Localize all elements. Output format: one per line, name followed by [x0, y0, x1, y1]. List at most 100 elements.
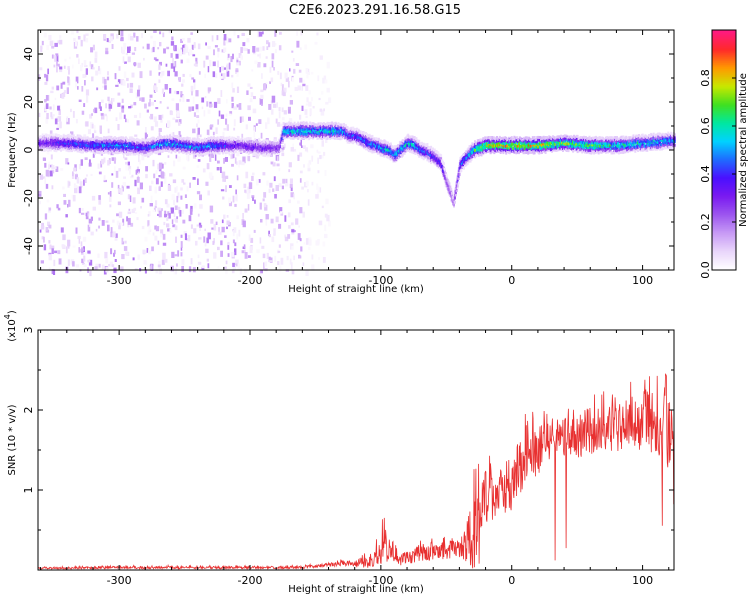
spectrogram-cell — [166, 144, 169, 148]
spectrogram-cell — [111, 264, 115, 267]
spectrogram-cell — [49, 133, 52, 137]
spectrogram-cell — [67, 162, 70, 165]
spectrogram-cell — [48, 240, 51, 244]
spectrogram-cell — [111, 157, 115, 161]
spectrogram-cell — [203, 60, 206, 68]
spectrogram-cell — [211, 35, 214, 42]
spectrogram-cell — [178, 206, 181, 214]
spectrogram-cell — [58, 134, 61, 138]
spectrogram-cell — [209, 59, 212, 67]
spectrogram-cell — [98, 199, 102, 205]
spectrogram-cell — [166, 223, 170, 228]
spectrogram-cell — [132, 257, 135, 261]
spectrogram-cell — [218, 227, 220, 232]
spectrogram-cell — [68, 144, 71, 148]
spectrogram-cell — [226, 220, 230, 225]
spectrogram-cell — [180, 38, 183, 43]
spectrogram-cell — [85, 212, 88, 217]
spectrogram-cell — [321, 140, 324, 147]
spectrogram-cell — [98, 195, 101, 200]
spectrogram-cell — [182, 151, 185, 155]
spectrogram-cell — [181, 209, 184, 214]
spectrogram-cell — [200, 144, 203, 148]
spectrogram-cell — [269, 182, 273, 188]
spectrogram-cell — [125, 53, 128, 56]
spectrogram-cell — [190, 85, 194, 93]
spectrogram-cell — [152, 232, 155, 236]
spectrogram-cell — [69, 56, 71, 60]
spectrogram-cell — [281, 107, 284, 113]
spectrogram-cell — [206, 237, 209, 244]
spectrogram-cell — [227, 53, 230, 58]
spectrogram-cell — [232, 262, 235, 267]
spectrogram-cell — [200, 152, 203, 156]
spectrogram-cell — [104, 144, 107, 148]
spectrogram-cell — [299, 238, 302, 242]
spectrogram-cell — [111, 173, 114, 176]
spectrogram-cell — [106, 76, 110, 81]
spectrogram-cell — [114, 259, 117, 262]
spectrogram-cell — [51, 248, 54, 254]
spectrogram-cell — [98, 171, 102, 175]
spectrogram-cell — [289, 136, 292, 140]
spectrogram-cell — [169, 173, 173, 177]
spectrogram-cell — [84, 157, 88, 160]
spectrogram-cell — [504, 142, 507, 146]
spectrogram-cell — [243, 47, 246, 51]
spectrogram-cell — [248, 116, 251, 121]
spectrogram-cell — [238, 53, 242, 58]
spectrogram-cell — [301, 105, 304, 111]
spectrogram-cell — [239, 116, 242, 123]
spectrogram-cell — [84, 141, 87, 145]
spectrogram-cell — [265, 122, 268, 129]
spectrogram-cell — [203, 152, 206, 156]
spectrogram-cell — [284, 143, 286, 149]
spectrogram-cell — [92, 206, 96, 211]
spectrogram-cell — [284, 72, 288, 79]
spectrogram-cell — [101, 142, 104, 146]
spectrogram-cell — [450, 187, 453, 191]
spectrogram-cell — [266, 151, 269, 155]
spectrogram-cell — [154, 225, 157, 230]
spectrogram-cell — [216, 35, 219, 41]
spectrogram-cell — [221, 226, 225, 233]
spectrogram-cell — [265, 149, 268, 153]
spectrogram-cell — [244, 268, 247, 274]
spectrogram-cell — [206, 129, 210, 135]
spectrogram-cell — [65, 148, 68, 152]
spectrogram-cell — [244, 189, 247, 193]
spectrogram-cell — [104, 251, 108, 259]
spectrogram-cell — [149, 185, 152, 191]
spectrogram-cell — [205, 55, 209, 60]
spectrogram-cell — [168, 30, 172, 34]
spectrogram-cell — [43, 148, 46, 152]
spectrogram-cell — [120, 79, 125, 86]
spectrogram-cell — [299, 178, 302, 183]
spectrogram-cell — [180, 94, 184, 98]
spectrogram-cell — [171, 251, 175, 258]
spectrogram-cell — [271, 109, 274, 115]
spectrogram-cell — [63, 200, 67, 205]
spectrogram-cell — [168, 149, 171, 153]
spectrogram-cell — [114, 149, 116, 153]
spectrogram-cell — [299, 77, 303, 83]
spectrogram-cell — [65, 214, 68, 218]
spectrogram-cell — [271, 236, 275, 243]
spectrogram-cell — [70, 108, 72, 113]
spectrogram-cell — [179, 98, 182, 102]
spectrogram-cell — [238, 60, 241, 66]
spectrogram-cell — [180, 247, 183, 251]
spectrogram-cell — [205, 42, 207, 46]
spectrogram-cell — [145, 174, 148, 179]
spectrogram-cell — [487, 143, 490, 147]
spectrogram-cell — [161, 114, 164, 119]
spectrogram-cell — [157, 151, 162, 156]
spectrogram-cell — [175, 218, 178, 223]
spectrogram-cell — [260, 94, 264, 100]
spectrogram-cell — [131, 174, 134, 178]
spectrogram-cell — [233, 31, 236, 36]
spectrogram-cell — [45, 227, 48, 231]
spectrogram-cell — [236, 152, 240, 157]
spectrogram-cell — [265, 219, 268, 226]
spectrogram-cell — [213, 252, 217, 259]
